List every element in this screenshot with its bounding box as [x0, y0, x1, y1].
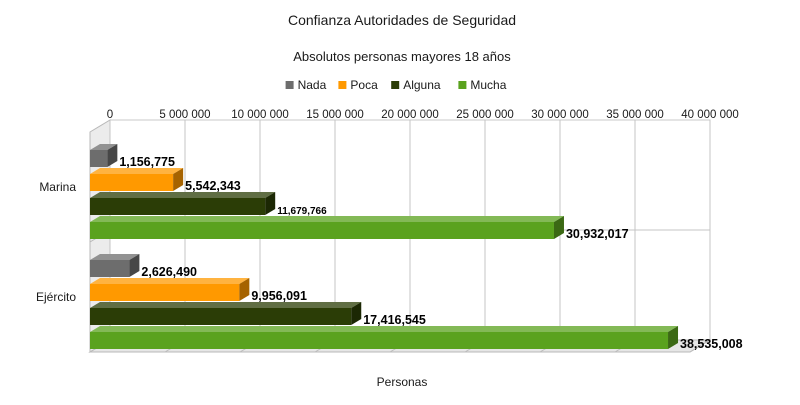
bar-top-face — [90, 192, 276, 198]
legend-label-nada: Nada — [298, 78, 327, 92]
chart-legend: Nada Poca Alguna Mucha — [285, 78, 507, 92]
bar-side-face — [173, 168, 184, 191]
bar-side-face — [239, 278, 250, 301]
x-tick-label: 25 000 000 — [456, 109, 514, 121]
x-tick-label: 5 000 000 — [159, 109, 210, 121]
bar-front-face — [90, 260, 130, 277]
bar-mucha-marina — [90, 216, 564, 239]
x-tick-label: 15 000 000 — [306, 109, 364, 121]
bar-front-face — [90, 284, 240, 301]
bar-poca-marina — [90, 168, 184, 191]
legend-label-mucha: Mucha — [470, 78, 506, 92]
bar-top-face — [90, 254, 140, 260]
floor-gridline — [689, 339, 711, 353]
bar-mucha-ejercito — [90, 326, 679, 349]
bar-top-face — [90, 302, 362, 308]
data-label: 30,932,017 — [566, 227, 629, 241]
chart-title: Confianza Autoridades de Seguridad — [288, 12, 516, 28]
bar-top-face — [90, 168, 184, 174]
x-axis-title: Personas — [377, 375, 428, 389]
x-tick-label: 10 000 000 — [231, 109, 289, 121]
legend-swatch-alguna — [391, 81, 400, 89]
bar-side-face — [668, 326, 679, 349]
bar-top-face — [90, 144, 118, 150]
legend-label-poca: Poca — [350, 78, 378, 92]
data-label: 5,542,343 — [185, 179, 241, 193]
bar-side-face — [553, 216, 564, 239]
bar-front-face — [90, 150, 108, 167]
legend-swatch-poca — [338, 81, 347, 89]
bar-top-face — [90, 278, 250, 284]
legend-swatch-nada — [285, 81, 294, 89]
x-tick-label: 0 — [107, 109, 113, 121]
x-tick-label: 20 000 000 — [381, 109, 439, 121]
bar-poca-ejercito — [90, 278, 250, 301]
data-label: 1,156,775 — [119, 155, 175, 169]
x-tick-label: 30 000 000 — [531, 109, 589, 121]
bar-side-face — [265, 192, 276, 215]
data-label: 9,956,091 — [251, 289, 307, 303]
bar-nada-ejercito — [90, 254, 140, 277]
bar-alguna-marina — [90, 192, 276, 215]
legend-label-alguna: Alguna — [403, 78, 441, 92]
y-category-label: Marina — [39, 180, 76, 194]
bar-side-face — [129, 254, 140, 277]
bar-top-face — [90, 326, 679, 332]
legend-swatch-mucha — [458, 81, 467, 89]
x-tick-label: 35 000 000 — [606, 109, 664, 121]
bar-side-face — [351, 302, 362, 325]
data-label: 17,416,545 — [363, 313, 426, 327]
chart-subtitle: Absolutos personas mayores 18 años — [293, 49, 511, 64]
bar-top-face — [90, 216, 564, 222]
data-label: 38,535,008 — [680, 337, 743, 351]
y-axis-categories: Marina Ejército — [36, 180, 76, 304]
x-tick-label: 40 000 000 — [681, 109, 739, 121]
y-category-label: Ejército — [36, 290, 76, 304]
bar-front-face — [90, 222, 554, 239]
data-label: 11,679,766 — [277, 206, 327, 217]
bar-front-face — [90, 332, 669, 349]
bar-front-face — [90, 308, 352, 325]
bar-side-face — [107, 144, 118, 167]
data-label: 2,626,490 — [141, 265, 197, 279]
bar-nada-marina — [90, 144, 118, 167]
bar-front-face — [90, 174, 174, 191]
x-axis-ticks: 0 5 000 000 10 000 000 15 000 000 20 000 000… — [107, 109, 739, 121]
bar-front-face — [90, 198, 266, 215]
bar-alguna-ejercito — [90, 302, 362, 325]
chart-bars: 1,156,775 5,542,343 11,679,766 30,932,017 2,… — [90, 144, 743, 351]
